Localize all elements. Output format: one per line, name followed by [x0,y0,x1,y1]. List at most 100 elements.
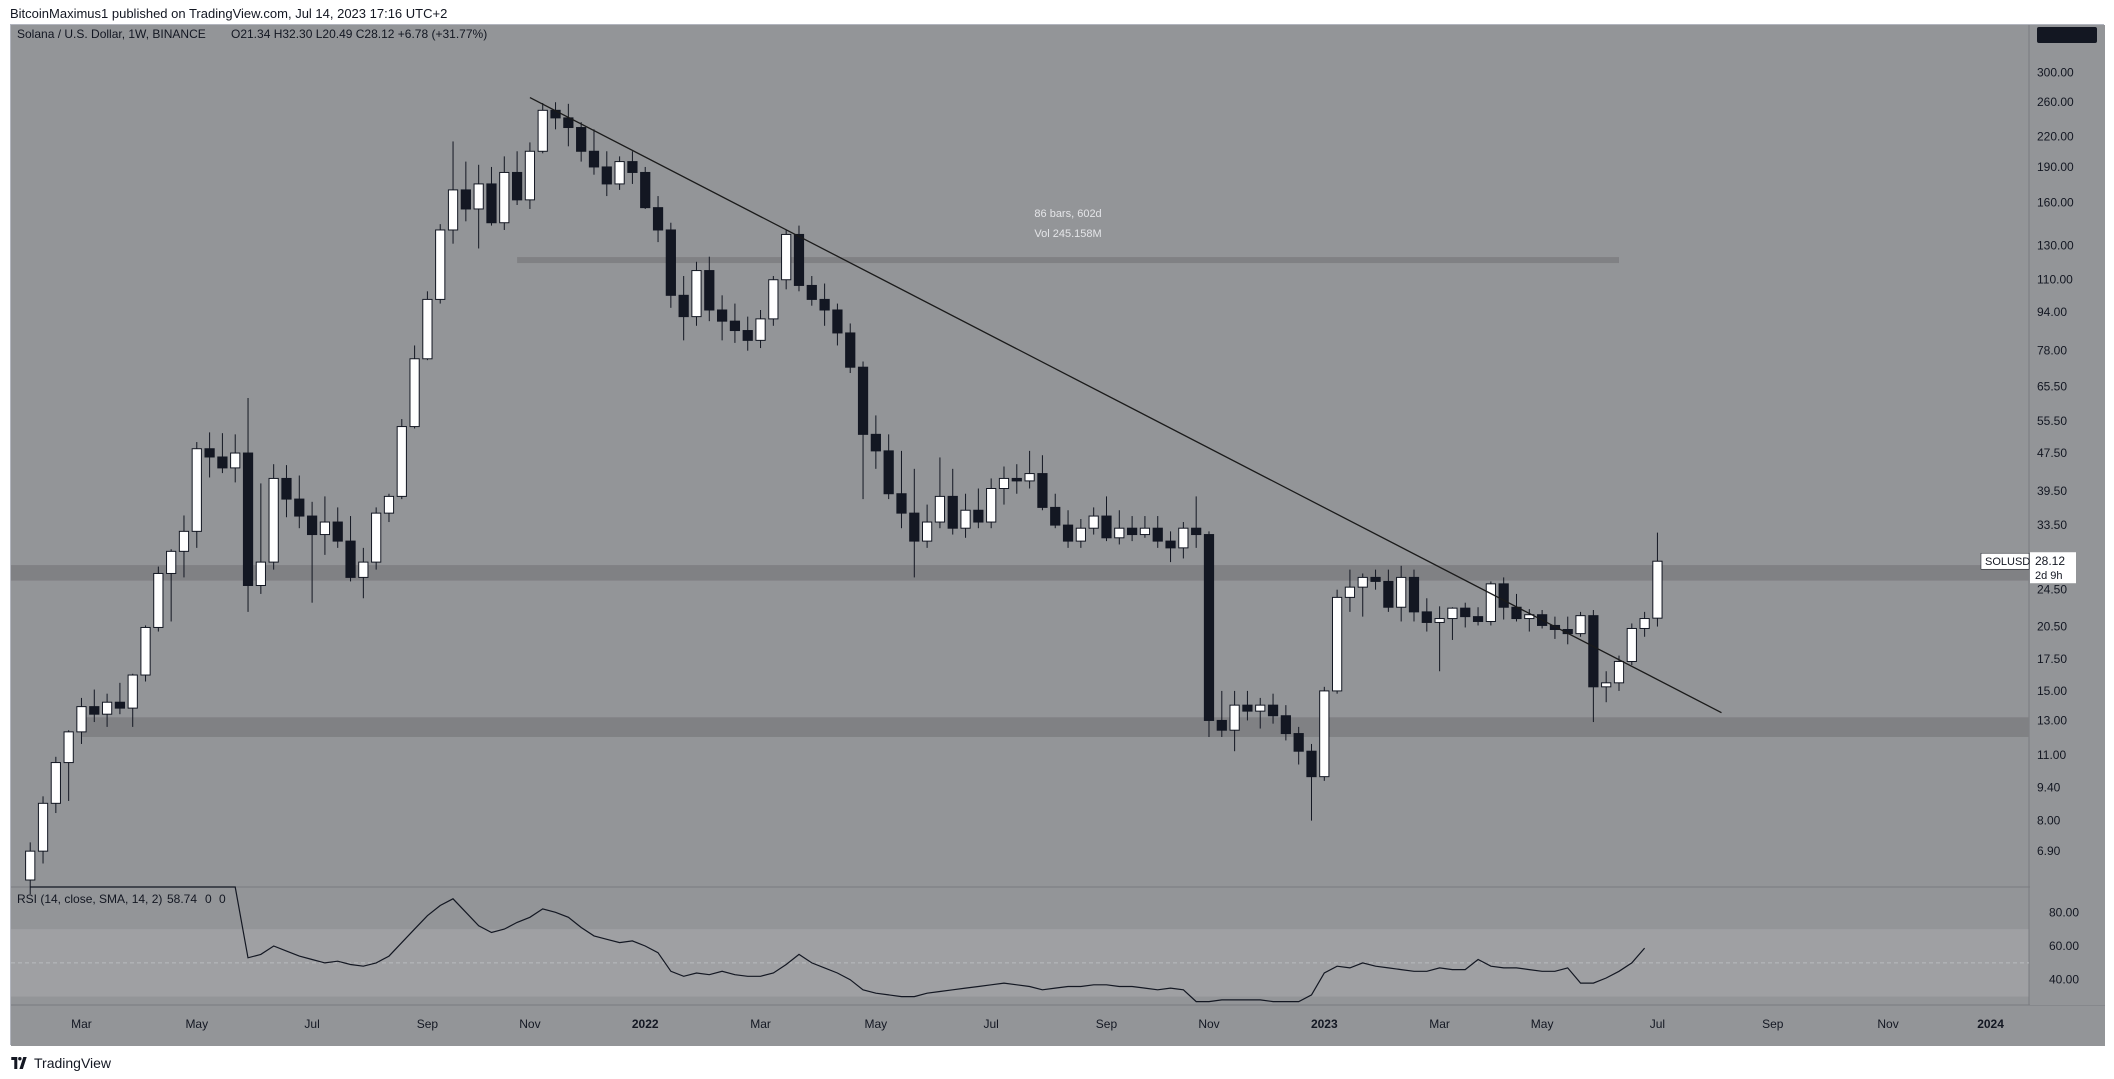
candle [1267,693,1279,724]
candle-bear-body [306,515,318,536]
price-tick-label: 9.40 [2037,780,2061,794]
candle [230,434,241,483]
candle [1370,569,1381,590]
time-tick-label: May [865,1017,888,1031]
chart-svg[interactable]: 86 bars, 602d Vol 245.158M 300.00 260.00 220… [11,25,2105,1046]
candle-bear-body [89,706,100,715]
candle [947,468,958,535]
candle-bull-body [934,495,946,523]
candle [1062,510,1074,548]
candle-bull-body [755,318,766,341]
candle [1037,455,1048,511]
candle [1216,690,1227,737]
candle-bull-body [768,279,779,320]
candle [153,566,164,632]
candle [819,283,830,326]
candle-bull-body [1229,704,1240,731]
candle-bear-body [909,512,920,542]
candle [960,493,971,538]
candle [1601,671,1612,703]
time-tick-label: Sep [1096,1017,1118,1031]
candle-bull-body [998,477,1010,490]
candle-bull-body [537,109,548,152]
candle [1088,507,1099,535]
candle [422,291,433,361]
candle-bear-body [1498,583,1509,608]
price-tick-label: 13.00 [2037,713,2067,727]
price-tick-label: 260.00 [2037,95,2074,109]
candle [114,682,126,715]
candle-bull-body [101,701,113,715]
candle [883,434,894,500]
candle-bear-body [1306,750,1317,778]
candle [896,450,907,529]
candle-bull-body [1088,515,1099,529]
support-zone [81,717,2029,737]
candle [973,488,984,529]
footer-brand: TradingView [34,1055,112,1071]
chart-panel[interactable]: 86 bars, 602d Vol 245.158M 300.00 260.00 220… [10,24,2105,1046]
price-tick-label: 17.50 [2037,652,2067,666]
time-tick-label: Jul [983,1017,998,1031]
time-tick-label: Sep [1762,1017,1784,1031]
candle-bull-body [76,706,87,733]
candle [998,466,1010,505]
candle [1178,522,1189,559]
candle [1011,464,1022,494]
candle [1396,565,1407,622]
candle-bear-body [511,171,523,201]
candle-bull-body [781,233,792,281]
price-tick-label: 24.50 [2037,583,2067,597]
candle [729,303,741,343]
candle [870,415,881,469]
candle [204,432,215,478]
symbol-tag-box [1980,552,2030,570]
candle [409,345,420,429]
price-tick-label: 33.50 [2037,518,2067,532]
candle [601,151,612,197]
candle [1319,686,1330,781]
candle [832,303,843,346]
candle [1293,726,1304,765]
candle-bear-body [819,298,830,311]
candle-bear-body [114,701,126,709]
candle-bull-body [1024,473,1035,482]
candle [1126,516,1138,542]
rsi-label: RSI (14, close, SMA, 14, 2) [17,892,162,906]
candle [1460,602,1471,628]
candle-bull-body [1652,560,1663,619]
time-tick-label: Nov [519,1017,540,1031]
candle [614,156,625,190]
candle-bear-body [704,270,715,311]
candle-bear-body [640,171,651,209]
candle [1549,616,1561,639]
candle-bull-body [1524,614,1535,620]
candle-bear-body [742,330,753,341]
candle-bear-body [345,540,356,578]
candle-bull-body [37,802,49,852]
candle [716,295,728,341]
time-tick-label: Jul [304,1017,319,1031]
candle-bull-body [230,452,241,469]
candle-bear-body [486,183,497,224]
price-axis-background [2030,25,2105,1005]
rsi-tick-label: 80.00 [2049,905,2079,919]
candle [255,483,266,594]
candle-bear-body [1062,524,1074,542]
time-tick-label: 2024 [1977,1017,2004,1031]
candle-bear-body [1267,704,1279,717]
candle-bull-body [422,298,433,360]
time-tick-label: May [1531,1017,1554,1031]
price-tick-label: 110.00 [2037,273,2073,287]
candle-bear-body [1152,527,1163,542]
price-tick-label: 220.00 [2037,130,2074,144]
candle-bull-body [396,426,407,497]
price-tick-label: 130.00 [2037,238,2074,252]
candle-bear-body [242,452,254,586]
candle-bull-body [371,512,382,563]
candle-bear-body [973,509,984,523]
candle-bull-body [50,762,61,804]
candle [486,166,497,226]
time-tick-label: Mar [1429,1017,1450,1031]
candle-bull-body [1485,583,1496,622]
